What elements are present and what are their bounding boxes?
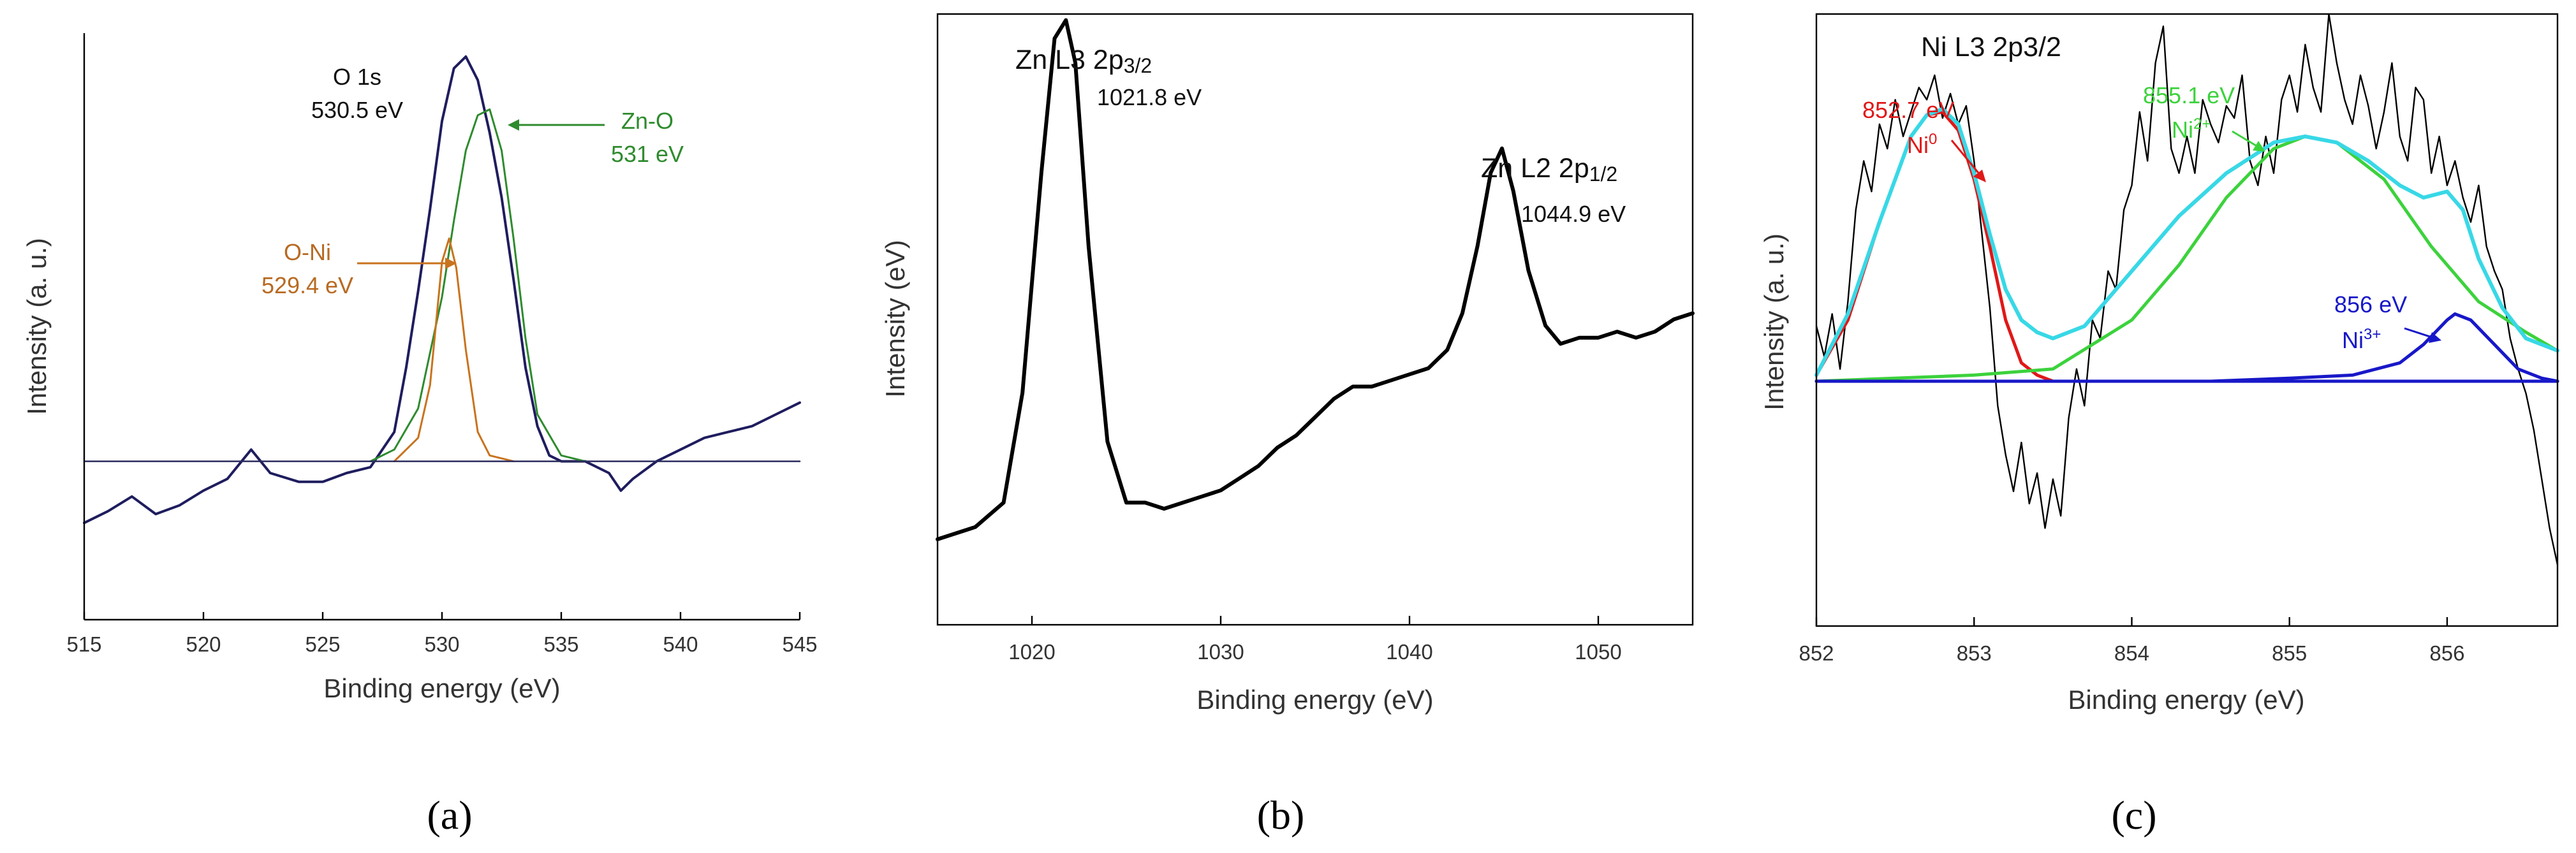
panel-c-ni3-label: Ni3+ <box>2342 326 2381 353</box>
panel-c-plot-series <box>1814 13 2559 566</box>
panel-c: 852 853 854 855 856 Binding energy (eV) Inte… <box>1759 13 2559 838</box>
panel-c-ni3-arrow <box>2404 327 2441 343</box>
panel-a-x-tick-label-525: 525 <box>305 632 340 656</box>
panel-a-plot-series <box>83 55 801 525</box>
panel-a: 515 520 525 530 535 540 545 Binding energy (eV… <box>22 33 818 838</box>
panel-b-x-axis-title: Binding energy (eV) <box>1196 685 1433 715</box>
panel-c-frame <box>1815 13 2559 627</box>
panel-b-axes <box>936 13 1694 626</box>
panel-b-peak1-value: 1021.8 eV <box>1097 84 1202 110</box>
panel-a-peak-title: O 1s <box>333 64 381 90</box>
panel-c-x-ticks: 852 853 854 855 856 <box>1799 617 2464 665</box>
panel-a-y-axis-title: Intensity (a. u.) <box>22 238 52 415</box>
panel-c-y-axis-title: Intensity (a. u.) <box>1759 233 1789 411</box>
panel-b-x-tick-label-1050: 1050 <box>1575 640 1621 664</box>
panel-c-ni0-label: Ni0 <box>1907 131 1937 158</box>
panel-a-peak-value: 530.5 eV <box>311 97 403 123</box>
panel-b-x-tick-label-1030: 1030 <box>1197 640 1244 664</box>
panel-a-zno-value: 531 eV <box>611 141 684 167</box>
panel-b-label: (b) <box>1257 792 1305 838</box>
panel-a-x-ticks: 515 520 525 530 535 540 545 <box>66 612 818 656</box>
panel-c-series-raw-data <box>1815 13 2559 566</box>
panel-a-oni-label: O-Ni <box>284 239 331 265</box>
panel-b-frame <box>936 13 1694 626</box>
panel-c-label: (c) <box>2111 792 2156 838</box>
panel-a-x-tick-label-530: 530 <box>424 632 459 656</box>
panel-a-oni-value: 529.4 eV <box>261 272 353 298</box>
panel-c-x-tick-label-855: 855 <box>2272 641 2307 665</box>
panel-b-y-axis-title: Intensity (eV) <box>880 240 910 397</box>
panel-c-x-tick-label-852: 852 <box>1799 641 1834 665</box>
panel-c-x-tick-label-856: 856 <box>2429 641 2464 665</box>
panel-b-x-tick-label-1040: 1040 <box>1386 640 1432 664</box>
panel-c-ni0-value: 852.7 eV <box>1862 97 1954 123</box>
panel-c-ni3-value: 856 eV <box>2334 291 2407 317</box>
panel-c-series-ni3-component <box>1814 312 2559 383</box>
panel-b-x-tick-label-1020: 1020 <box>1008 640 1055 664</box>
panel-a-x-tick-label-535: 535 <box>543 632 578 656</box>
panel-a-series-experimental-o-1s <box>83 55 801 525</box>
panel-c-ni2-value: 855.1 eV <box>2143 82 2235 108</box>
panel-c-series-ni2-component <box>1814 135 2559 383</box>
panel-a-series-o-ni-component <box>393 237 515 463</box>
panel-a-label: (a) <box>427 792 472 838</box>
panel-c-x-axis-title: Binding energy (eV) <box>2068 685 2304 715</box>
panel-a-zno-label: Zn-O <box>621 108 673 134</box>
panel-b: 1020 1030 1040 1050 Binding energy (eV) Int… <box>880 13 1695 838</box>
panel-c-ni2-label: Ni2+ <box>2172 115 2211 143</box>
panel-a-x-axis-title: Binding energy (eV) <box>323 673 560 703</box>
panel-a-x-tick-label-540: 540 <box>663 632 698 656</box>
panel-a-x-tick-label-515: 515 <box>66 632 101 656</box>
panel-c-x-tick-label-853: 853 <box>1957 641 1992 665</box>
panel-c-ni2-arrow <box>2232 130 2265 152</box>
panel-c-series-fitted-envelope <box>1814 106 2559 377</box>
panel-b-peak1-title: Zn L3 2p3/2 <box>1015 45 1152 77</box>
panel-a-zno-arrow <box>508 119 605 131</box>
panel-c-x-tick-label-854: 854 <box>2114 641 2149 665</box>
panel-a-x-tick-label-520: 520 <box>186 632 221 656</box>
panel-c-axes <box>1815 13 2559 627</box>
panel-c-ni0-arrow <box>1950 140 1986 182</box>
panel-a-x-tick-label-545: 545 <box>782 632 817 656</box>
panel-b-peak2-title: Zn L2 2p1/2 <box>1481 153 1617 186</box>
panel-b-plot-series <box>936 18 1695 541</box>
panel-b-series-zn-2p <box>936 18 1695 541</box>
panel-b-peak2-value: 1044.9 eV <box>1521 201 1626 227</box>
panel-c-peak-title: Ni L3 2p3/2 <box>1921 32 2061 62</box>
panel-b-x-ticks: 1020 1030 1040 1050 <box>1008 616 1622 664</box>
panel-a-series-zn-o-component <box>369 108 586 463</box>
panel-a-oni-arrow <box>357 258 457 269</box>
